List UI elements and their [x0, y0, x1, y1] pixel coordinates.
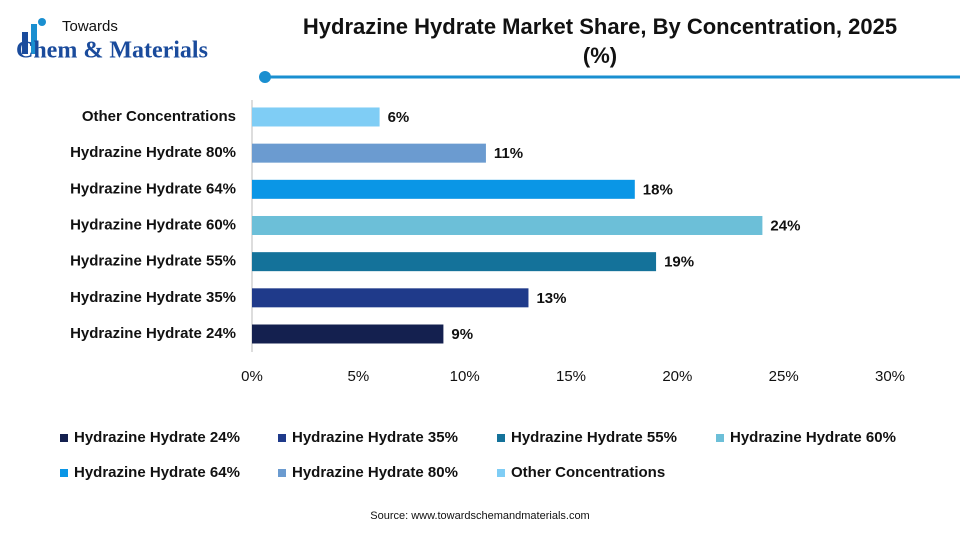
- x-tick-label: 30%: [875, 368, 905, 385]
- logo-icon: [22, 32, 28, 54]
- legend-label: Hydrazine Hydrate 55%: [511, 429, 677, 446]
- data-label: 11%: [494, 145, 523, 162]
- bar: [252, 252, 657, 272]
- legend-swatch: [497, 434, 505, 442]
- bar: [252, 179, 635, 199]
- logo-top: Towards: [62, 18, 118, 35]
- chart-title: Hydrazine Hydrate Market Share, By Conce…: [302, 14, 898, 68]
- data-label: 19%: [664, 254, 694, 271]
- x-tick-label: 10%: [450, 368, 480, 385]
- data-label: 9%: [451, 326, 473, 343]
- x-tick-label: 20%: [662, 368, 692, 385]
- legend-label: Hydrazine Hydrate 60%: [730, 429, 896, 446]
- logo: Towards Chem & Materials: [16, 18, 208, 64]
- y-tick-label: Other Concentrations: [82, 108, 236, 125]
- legend-swatch: [60, 469, 68, 477]
- legend-label: Other Concentrations: [511, 464, 665, 481]
- y-tick-label: Hydrazine Hydrate 35%: [70, 289, 236, 306]
- legend-swatch: [497, 469, 505, 477]
- data-label: 6%: [388, 109, 410, 126]
- legend-swatch: [278, 469, 286, 477]
- legend-swatch: [278, 434, 286, 442]
- data-label: 18%: [643, 181, 673, 198]
- y-tick-label: Hydrazine Hydrate 60%: [70, 216, 236, 233]
- x-tick-label: 15%: [556, 368, 586, 385]
- logo-name: Chem & Materials: [16, 38, 208, 64]
- legend-label: Hydrazine Hydrate 35%: [292, 429, 458, 446]
- legend-swatch: [60, 434, 68, 442]
- logo-icon: [31, 24, 37, 54]
- legend-label: Hydrazine Hydrate 24%: [74, 429, 240, 446]
- x-tick-label: 25%: [769, 368, 799, 385]
- data-label: 13%: [536, 290, 566, 307]
- bar: [252, 143, 486, 163]
- source: Source: www.towardschemandmaterials.com: [370, 510, 589, 522]
- legend-swatch: [716, 434, 724, 442]
- y-tick-label: Hydrazine Hydrate 64%: [70, 180, 236, 197]
- logo-icon: [38, 18, 46, 26]
- bar: [252, 288, 529, 308]
- bar: [252, 215, 763, 235]
- y-tick-label: Hydrazine Hydrate 55%: [70, 253, 236, 270]
- y-tick-label: Hydrazine Hydrate 24%: [70, 325, 236, 342]
- bar: [252, 107, 380, 127]
- y-tick-label: Hydrazine Hydrate 80%: [70, 144, 236, 161]
- header-dot: [259, 71, 271, 83]
- data-label: 24%: [770, 217, 800, 234]
- legend-label: Hydrazine Hydrate 80%: [292, 464, 458, 481]
- bar: [252, 324, 444, 344]
- x-tick-label: 0%: [241, 368, 263, 385]
- legend-label: Hydrazine Hydrate 64%: [74, 464, 240, 481]
- x-tick-label: 5%: [347, 368, 369, 385]
